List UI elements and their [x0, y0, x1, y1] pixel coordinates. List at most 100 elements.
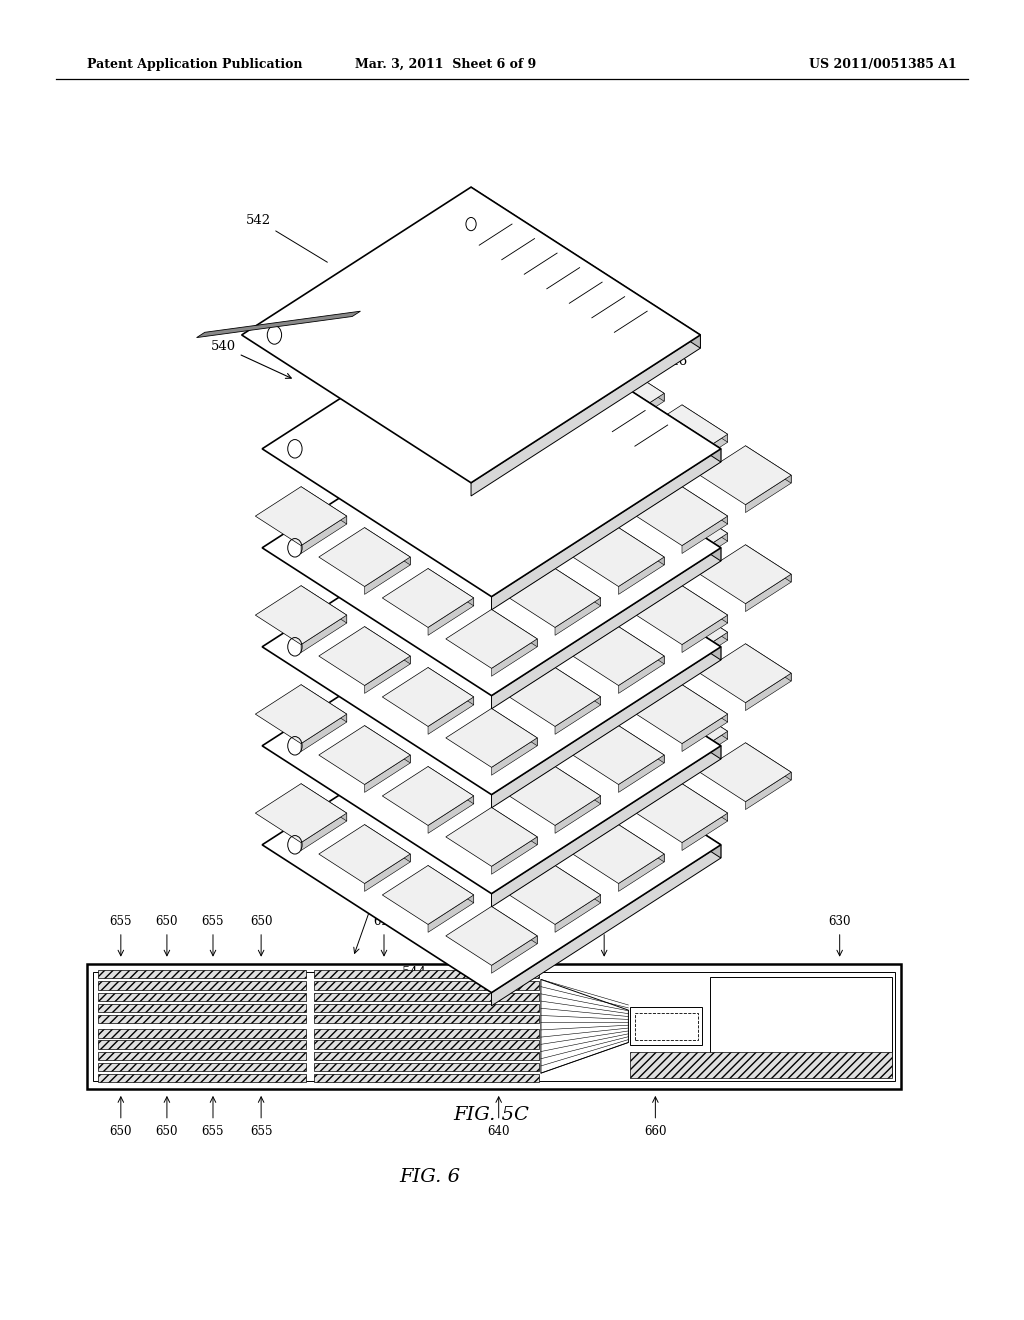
Polygon shape: [509, 668, 601, 726]
Polygon shape: [301, 685, 347, 722]
Polygon shape: [492, 499, 721, 660]
Polygon shape: [365, 446, 411, 483]
Polygon shape: [492, 548, 721, 709]
Polygon shape: [572, 446, 665, 504]
Text: 542: 542: [246, 214, 328, 263]
Polygon shape: [745, 574, 792, 611]
Polygon shape: [618, 661, 665, 698]
Polygon shape: [555, 714, 601, 751]
Text: 544: 544: [402, 966, 478, 986]
Polygon shape: [618, 591, 665, 628]
Polygon shape: [555, 516, 601, 553]
Polygon shape: [301, 516, 347, 553]
Polygon shape: [382, 569, 474, 627]
Polygon shape: [555, 784, 601, 821]
Polygon shape: [262, 499, 721, 795]
Polygon shape: [555, 504, 601, 541]
Polygon shape: [445, 907, 538, 965]
Polygon shape: [262, 301, 721, 597]
Polygon shape: [382, 487, 474, 545]
Polygon shape: [301, 784, 347, 821]
Polygon shape: [365, 772, 411, 809]
Polygon shape: [618, 656, 665, 693]
Polygon shape: [572, 644, 665, 702]
Bar: [98, 1052, 306, 1060]
Polygon shape: [555, 895, 601, 932]
Polygon shape: [492, 562, 538, 599]
Polygon shape: [618, 492, 665, 529]
Bar: [314, 1040, 539, 1049]
Polygon shape: [492, 545, 538, 582]
Polygon shape: [492, 449, 721, 610]
Polygon shape: [555, 550, 601, 587]
Polygon shape: [492, 364, 538, 401]
Polygon shape: [572, 364, 665, 422]
Polygon shape: [682, 516, 728, 553]
Polygon shape: [555, 615, 601, 652]
Polygon shape: [572, 661, 665, 719]
Bar: [631, 1007, 701, 1045]
Polygon shape: [382, 603, 474, 661]
Text: 546: 546: [620, 758, 709, 771]
Bar: [314, 1074, 539, 1082]
Polygon shape: [555, 451, 601, 488]
Polygon shape: [555, 668, 601, 705]
Polygon shape: [699, 446, 792, 504]
Polygon shape: [365, 627, 411, 664]
Polygon shape: [492, 845, 721, 1006]
Polygon shape: [555, 598, 601, 635]
Polygon shape: [682, 615, 728, 652]
Text: 650: 650: [110, 1125, 132, 1138]
Bar: [314, 1063, 539, 1072]
Polygon shape: [428, 615, 474, 652]
Polygon shape: [428, 504, 474, 541]
Polygon shape: [492, 690, 538, 727]
Polygon shape: [492, 446, 538, 483]
Polygon shape: [382, 668, 474, 726]
Polygon shape: [699, 743, 792, 801]
Polygon shape: [555, 422, 601, 459]
Polygon shape: [428, 598, 474, 635]
Polygon shape: [572, 627, 665, 685]
Text: 670: 670: [537, 915, 559, 928]
Polygon shape: [255, 784, 347, 842]
Polygon shape: [318, 528, 411, 586]
Text: 650: 650: [156, 1125, 178, 1138]
Polygon shape: [492, 709, 538, 746]
Polygon shape: [428, 702, 474, 739]
Polygon shape: [682, 487, 728, 524]
Polygon shape: [555, 685, 601, 722]
Polygon shape: [555, 434, 601, 471]
Polygon shape: [445, 743, 538, 801]
Polygon shape: [492, 598, 721, 759]
Polygon shape: [492, 936, 538, 973]
Polygon shape: [262, 697, 721, 993]
Polygon shape: [509, 685, 601, 743]
Polygon shape: [428, 813, 474, 850]
Polygon shape: [555, 866, 601, 903]
Polygon shape: [636, 685, 728, 743]
Polygon shape: [197, 312, 360, 338]
Polygon shape: [509, 521, 601, 579]
Polygon shape: [618, 574, 665, 611]
Polygon shape: [745, 644, 792, 681]
Polygon shape: [555, 586, 601, 623]
Polygon shape: [555, 323, 601, 360]
Polygon shape: [255, 487, 347, 545]
Polygon shape: [382, 586, 474, 644]
Polygon shape: [445, 610, 538, 668]
Text: US 2011/0051385 A1: US 2011/0051385 A1: [809, 58, 956, 71]
Polygon shape: [682, 504, 728, 541]
Polygon shape: [365, 854, 411, 891]
Polygon shape: [428, 697, 474, 734]
Polygon shape: [492, 301, 721, 462]
Polygon shape: [428, 533, 474, 570]
Polygon shape: [492, 661, 538, 698]
Polygon shape: [618, 673, 665, 710]
Polygon shape: [555, 731, 601, 768]
Polygon shape: [445, 825, 538, 883]
Polygon shape: [492, 492, 538, 529]
Polygon shape: [365, 557, 411, 594]
Text: 544: 544: [505, 704, 579, 723]
Polygon shape: [382, 784, 474, 842]
